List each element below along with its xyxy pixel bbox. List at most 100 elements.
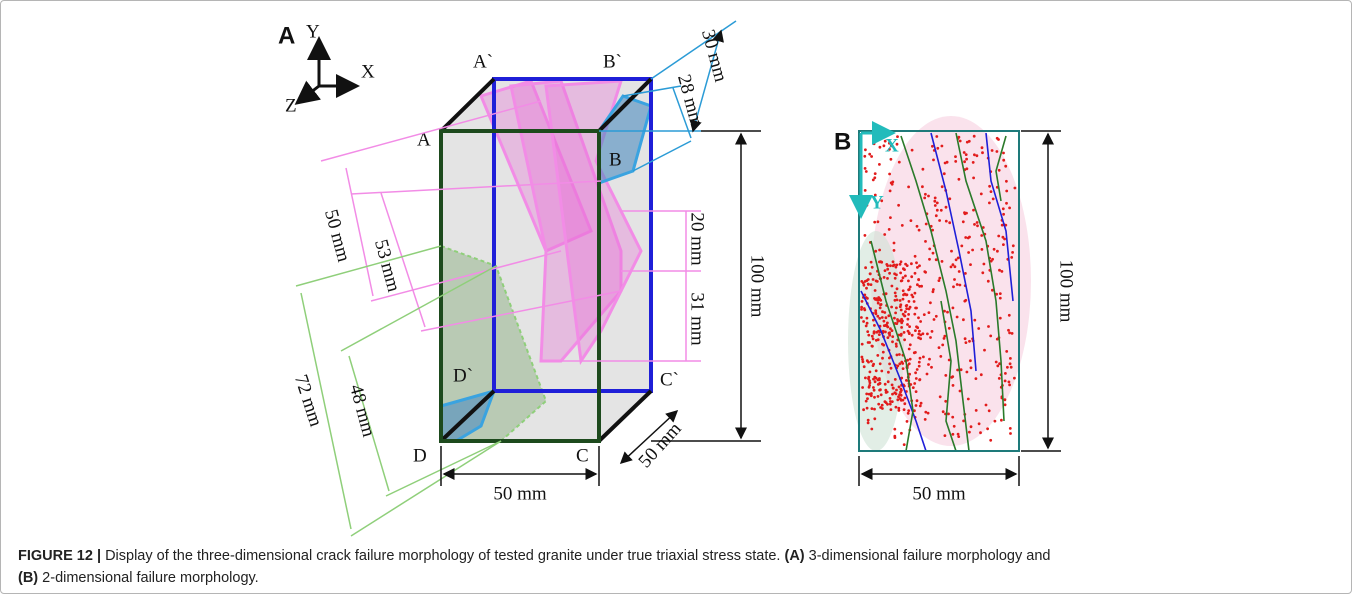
crack-point xyxy=(963,160,966,163)
crack-point xyxy=(905,304,908,307)
crack-point xyxy=(860,306,863,309)
crack-point xyxy=(886,322,889,325)
crack-point xyxy=(995,361,998,364)
crack-point xyxy=(962,220,965,223)
crack-point xyxy=(935,214,938,217)
crack-point xyxy=(896,264,899,267)
crack-point xyxy=(999,292,1002,295)
crack-point xyxy=(879,146,882,149)
figure-art: A Y X Z A` B` A B D` C` D C 30 mm 28 m xyxy=(1,1,1351,541)
crack-point xyxy=(887,371,890,374)
crack-point xyxy=(913,300,916,303)
crack-point xyxy=(914,307,917,310)
crack-point xyxy=(889,403,892,406)
crack-point xyxy=(877,296,880,299)
crack-point xyxy=(889,264,892,267)
crack-point xyxy=(904,397,907,400)
crack-point xyxy=(957,257,960,260)
crack-point xyxy=(898,353,901,356)
crack-point xyxy=(912,386,915,389)
crack-point xyxy=(996,250,999,253)
crack-point xyxy=(871,345,874,348)
crack-point xyxy=(964,236,967,239)
crack-point xyxy=(951,416,954,419)
crack-point xyxy=(1003,238,1006,241)
crack-point xyxy=(948,221,951,224)
crack-point xyxy=(908,288,911,291)
crack-point xyxy=(914,292,917,295)
crack-point xyxy=(959,140,962,143)
crack-point xyxy=(896,354,899,357)
crack-point xyxy=(879,362,882,365)
crack-point xyxy=(1009,357,1012,360)
crack-point xyxy=(888,228,891,231)
crack-point xyxy=(938,279,941,282)
crack-point xyxy=(964,212,967,215)
crack-point xyxy=(939,355,942,358)
vertex-label: A` xyxy=(473,51,493,72)
crack-point xyxy=(981,146,984,149)
axis-label: Z xyxy=(285,95,297,116)
crack-point xyxy=(1005,350,1008,353)
crack-point xyxy=(864,148,867,151)
caption-text: Display of the three-dimensional crack f… xyxy=(105,548,780,564)
crack-point xyxy=(913,313,916,316)
crack-point xyxy=(881,404,884,407)
crack-point xyxy=(909,358,912,361)
crack-point xyxy=(929,301,932,304)
crack-point xyxy=(942,410,945,413)
crack-point xyxy=(916,399,919,402)
crack-point xyxy=(947,413,950,416)
crack-point xyxy=(1005,190,1008,193)
crack-point xyxy=(863,155,866,158)
crack-point xyxy=(911,334,914,337)
crack-point xyxy=(988,185,991,188)
crack-point xyxy=(916,368,919,371)
crack-point xyxy=(895,406,898,409)
crack-point xyxy=(1014,187,1017,190)
crack-point xyxy=(874,289,877,292)
crack-point xyxy=(883,233,886,236)
crack-point xyxy=(880,393,883,396)
crack-point xyxy=(989,439,992,442)
crack-point xyxy=(879,382,882,385)
crack-point xyxy=(888,272,891,275)
crack-point xyxy=(861,356,864,359)
crack-point xyxy=(899,303,902,306)
crack-point xyxy=(870,155,873,158)
crack-point xyxy=(870,360,873,363)
vertex-label: D` xyxy=(453,365,473,386)
crack-point xyxy=(874,380,877,383)
crack-point xyxy=(894,312,897,315)
dimension-label: 72 mm xyxy=(290,372,327,429)
crack-point xyxy=(973,319,976,322)
crack-point xyxy=(978,422,981,425)
crack-point xyxy=(992,198,995,201)
dimension-label: 50 mm xyxy=(493,483,547,504)
crack-point xyxy=(998,377,1001,380)
crack-point xyxy=(933,318,936,321)
crack-point xyxy=(952,285,955,288)
crack-point xyxy=(894,378,897,381)
crack-point xyxy=(987,325,990,328)
crack-point xyxy=(907,186,910,189)
crack-point xyxy=(997,235,1000,238)
vertex-label: D xyxy=(413,445,427,466)
crack-point xyxy=(928,248,931,251)
crack-point xyxy=(952,307,955,310)
crack-point xyxy=(901,362,904,365)
dimension-label: 50 mm xyxy=(320,207,354,264)
crack-point xyxy=(903,443,906,446)
crack-point xyxy=(894,295,897,298)
crack-point xyxy=(864,377,867,380)
crack-point xyxy=(903,338,906,341)
crack-point xyxy=(1004,380,1007,383)
crack-point xyxy=(938,346,941,349)
crack-point xyxy=(867,419,870,422)
crack-point xyxy=(883,324,886,327)
crack-point xyxy=(900,432,903,435)
crack-point xyxy=(900,321,903,324)
crack-point xyxy=(964,299,967,302)
crack-point xyxy=(900,260,903,263)
crack-point xyxy=(965,153,968,156)
